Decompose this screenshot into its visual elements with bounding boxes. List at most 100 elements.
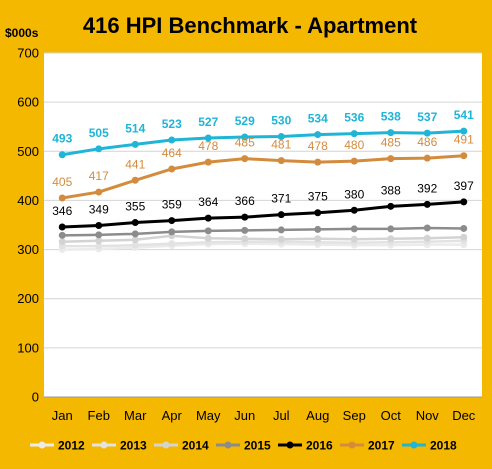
data-point: [204, 214, 212, 222]
data-point: [277, 235, 285, 243]
data-point: [241, 235, 249, 243]
data-label: 480: [344, 138, 364, 152]
data-point: [460, 152, 468, 160]
data-point: [131, 230, 139, 238]
data-point: [423, 129, 431, 137]
data-label: 464: [162, 146, 182, 160]
data-label: 417: [89, 169, 109, 183]
data-point: [131, 219, 139, 227]
legend-item: 2016: [278, 439, 333, 453]
data-label: 537: [417, 110, 437, 124]
legend-marker: [286, 441, 294, 449]
legend-marker: [38, 441, 46, 449]
data-point: [314, 209, 322, 217]
y-tick-label: 0: [32, 390, 39, 405]
data-point: [460, 224, 468, 232]
series-lines: [58, 127, 468, 254]
data-label: 481: [271, 138, 291, 152]
y-tick-label: 700: [17, 46, 39, 61]
data-point: [314, 235, 322, 243]
legend-item: 2018: [402, 439, 457, 453]
legend-item: 2017: [340, 439, 395, 453]
data-label: 375: [308, 190, 328, 204]
data-label: 397: [454, 179, 474, 193]
data-label: 371: [271, 192, 291, 206]
data-point: [350, 157, 358, 165]
data-point: [58, 151, 66, 159]
data-point: [423, 154, 431, 162]
y-tick-label: 100: [17, 340, 39, 355]
legend-item: 2014: [154, 439, 209, 453]
legend-marker: [162, 441, 170, 449]
data-point: [131, 140, 139, 148]
data-labels: 346 349 355 359 364 366 371 375 380 388 392 397 405 4…: [52, 108, 474, 218]
x-tick-label: Apr: [162, 408, 183, 423]
data-label: 529: [235, 114, 255, 128]
x-tick-label: Jul: [273, 408, 290, 423]
data-point: [460, 198, 468, 206]
data-label: 392: [417, 181, 437, 195]
data-point: [204, 134, 212, 142]
data-point: [131, 236, 139, 244]
data-point: [95, 221, 103, 229]
data-point: [460, 127, 468, 135]
y-tick-label: 200: [17, 291, 39, 306]
data-label: 530: [271, 114, 291, 128]
legend-label: 2014: [182, 439, 209, 453]
x-tick-label: Aug: [306, 408, 329, 423]
data-point: [95, 231, 103, 239]
data-point: [350, 235, 358, 243]
series-2014: [58, 232, 468, 246]
data-label: 486: [417, 135, 437, 149]
data-point: [314, 225, 322, 233]
legend-item: 2013: [92, 439, 147, 453]
series-line: [62, 200, 464, 229]
data-point: [58, 231, 66, 239]
data-point: [350, 206, 358, 214]
x-tick-label: May: [196, 408, 221, 423]
x-tick-label: Oct: [381, 408, 402, 423]
data-point: [168, 228, 176, 236]
x-tick-label: Sep: [343, 408, 366, 423]
data-point: [168, 217, 176, 225]
data-label: 355: [125, 200, 145, 214]
x-tick-label: Jan: [52, 408, 73, 423]
series-line: [62, 234, 464, 243]
data-point: [204, 234, 212, 242]
series-2016: [58, 198, 468, 231]
data-label: 523: [162, 117, 182, 131]
series-line: [62, 129, 464, 157]
series-line: [62, 226, 464, 237]
data-point: [387, 155, 395, 163]
data-point: [423, 200, 431, 208]
data-label: 441: [125, 157, 145, 171]
legend-item: 2012: [30, 439, 85, 453]
y-axis-ticks: 0 100 200 300 400 500 600 700: [17, 46, 39, 405]
data-label: 346: [52, 204, 72, 218]
legend-label: 2015: [244, 439, 271, 453]
legend-item: 2015: [216, 439, 271, 453]
data-label: 485: [381, 136, 401, 150]
legend-label: 2016: [306, 439, 333, 453]
x-tick-label: Nov: [416, 408, 440, 423]
data-point: [350, 130, 358, 138]
data-point: [277, 211, 285, 219]
data-label: 380: [344, 187, 364, 201]
data-point: [58, 194, 66, 202]
data-point: [460, 233, 468, 241]
data-point: [241, 155, 249, 163]
data-point: [168, 136, 176, 144]
y-tick-label: 600: [17, 95, 39, 110]
legend-label: 2017: [368, 439, 395, 453]
data-label: 359: [162, 198, 182, 212]
legend-label: 2012: [58, 439, 85, 453]
data-label: 514: [125, 121, 145, 135]
data-point: [241, 226, 249, 234]
data-point: [423, 224, 431, 232]
x-tick-label: Dec: [452, 408, 476, 423]
legend-marker: [224, 441, 232, 449]
y-tick-label: 400: [17, 193, 39, 208]
data-label: 538: [381, 110, 401, 124]
data-point: [58, 238, 66, 246]
